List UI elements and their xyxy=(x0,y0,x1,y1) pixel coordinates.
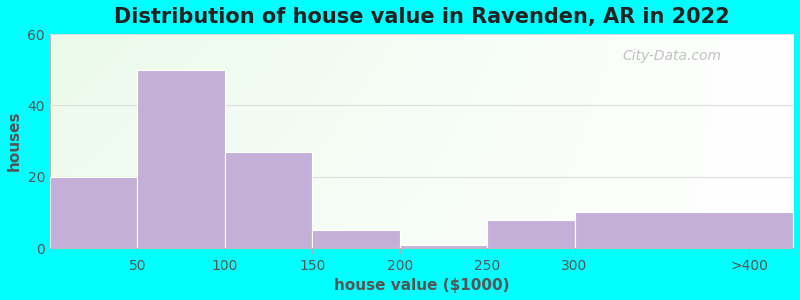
Bar xyxy=(487,220,574,248)
Y-axis label: houses: houses xyxy=(7,111,22,171)
Bar xyxy=(225,152,312,248)
Bar xyxy=(574,212,793,248)
X-axis label: house value ($1000): house value ($1000) xyxy=(334,278,510,293)
Bar xyxy=(138,70,225,248)
Title: Distribution of house value in Ravenden, AR in 2022: Distribution of house value in Ravenden,… xyxy=(114,7,730,27)
Bar xyxy=(312,230,400,248)
Bar xyxy=(50,177,138,248)
Text: City-Data.com: City-Data.com xyxy=(622,49,721,63)
Bar xyxy=(400,244,487,248)
